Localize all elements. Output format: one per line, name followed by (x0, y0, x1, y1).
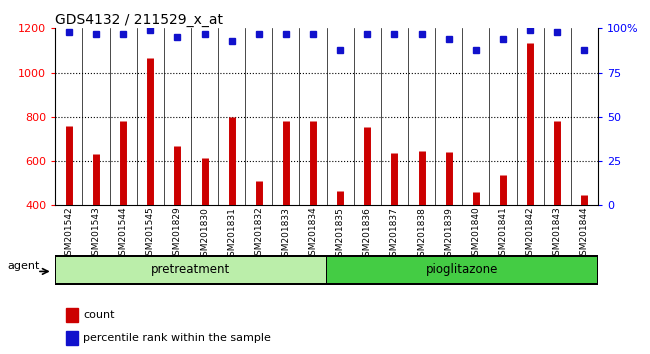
Text: GDS4132 / 211529_x_at: GDS4132 / 211529_x_at (55, 13, 223, 27)
Text: pioglitazone: pioglitazone (426, 263, 499, 276)
Bar (56, 257, 326, 283)
Text: count: count (83, 310, 115, 320)
Bar (66, 331, 78, 344)
Bar (328, 257, 597, 283)
Text: percentile rank within the sample: percentile rank within the sample (83, 332, 271, 343)
Text: agent: agent (7, 261, 40, 271)
Text: pretreatment: pretreatment (151, 263, 231, 276)
Bar (66, 308, 78, 322)
